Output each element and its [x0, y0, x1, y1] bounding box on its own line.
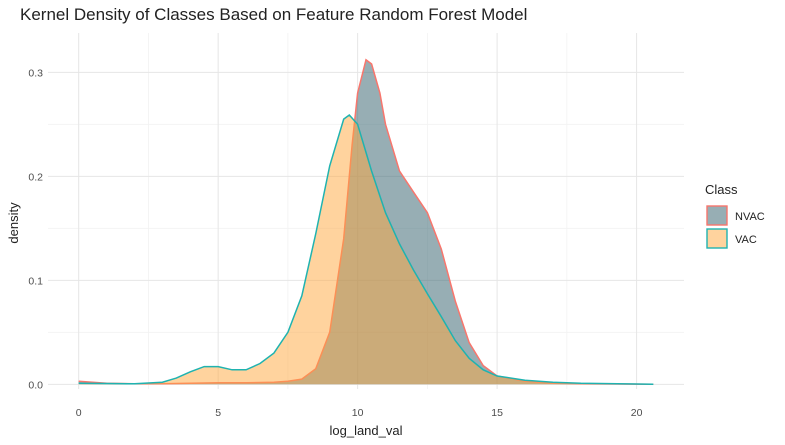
legend-key-vac — [706, 228, 728, 249]
chart-title: Kernel Density of Classes Based on Featu… — [20, 5, 527, 24]
y-tick-label: 0.0 — [28, 379, 43, 391]
density-area-vac — [78, 115, 654, 385]
x-axis-label: log_land_val — [329, 423, 402, 438]
y-tick-label: 0.1 — [28, 275, 43, 287]
x-tick-labels: 0 5 10 15 20 — [76, 407, 643, 419]
x-tick-label: 20 — [631, 407, 643, 419]
legend-title: Class — [705, 182, 738, 197]
legend: Class NVAC VAC — [705, 182, 765, 249]
legend-label-nvac: NVAC — [735, 211, 765, 223]
x-tick-label: 10 — [352, 407, 364, 419]
x-tick-label: 0 — [76, 407, 82, 419]
x-tick-label: 5 — [215, 407, 221, 419]
y-axis-label: density — [6, 202, 21, 244]
y-tick-label: 0.3 — [28, 67, 43, 79]
legend-key-nvac — [706, 205, 728, 226]
series-layer — [78, 58, 654, 386]
y-tick-label: 0.2 — [28, 171, 43, 183]
y-tick-labels: 0.0 0.1 0.2 0.3 — [28, 67, 43, 391]
legend-label-vac: VAC — [735, 234, 757, 246]
density-line-vac — [78, 113, 654, 386]
x-tick-label: 15 — [491, 407, 503, 419]
